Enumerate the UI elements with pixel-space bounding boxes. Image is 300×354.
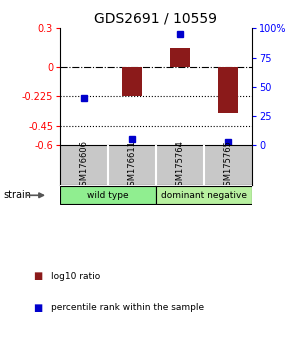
Bar bbox=[218, 67, 238, 113]
Bar bbox=[156, 186, 252, 204]
Text: dominant negative: dominant negative bbox=[161, 191, 247, 200]
Text: wild type: wild type bbox=[87, 191, 129, 200]
Text: log10 ratio: log10 ratio bbox=[51, 272, 100, 281]
Text: ■: ■ bbox=[33, 303, 42, 313]
Text: GSM175765: GSM175765 bbox=[224, 140, 232, 190]
Text: GSM176606: GSM176606 bbox=[80, 140, 88, 191]
Bar bbox=[60, 186, 156, 204]
Text: percentile rank within the sample: percentile rank within the sample bbox=[51, 303, 204, 313]
Text: GSM176611: GSM176611 bbox=[128, 140, 136, 190]
Text: ■: ■ bbox=[33, 271, 42, 281]
Text: strain: strain bbox=[3, 190, 31, 200]
Text: GSM175764: GSM175764 bbox=[176, 140, 184, 190]
Title: GDS2691 / 10559: GDS2691 / 10559 bbox=[94, 12, 218, 26]
Bar bbox=[170, 48, 190, 67]
Bar bbox=[122, 67, 142, 96]
